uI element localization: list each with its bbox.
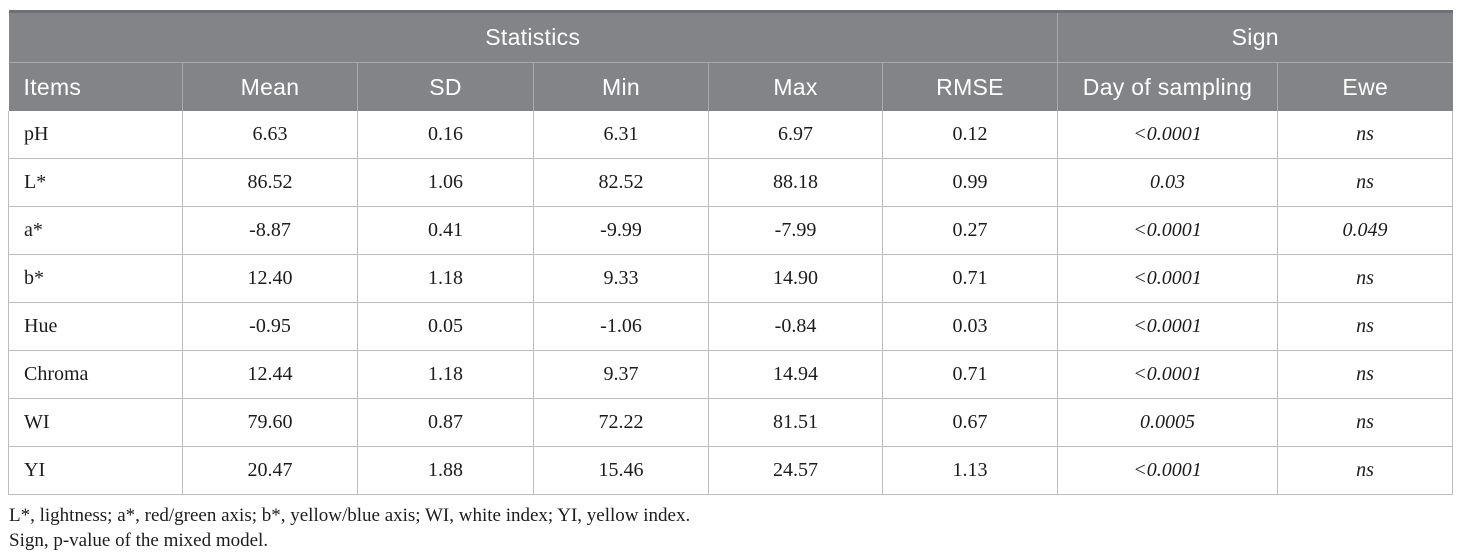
table-row-lstar: L* 86.52 1.06 82.52 88.18 0.99 0.03 ns xyxy=(8,158,1454,207)
cell-mean: 79.60 xyxy=(182,398,358,447)
table-row-hue: Hue -0.95 0.05 -1.06 -0.84 0.03 <0.0001 … xyxy=(8,302,1454,351)
cell-sd: 1.06 xyxy=(357,158,534,207)
item-label: pH xyxy=(8,111,183,159)
cell-max: -7.99 xyxy=(708,206,883,255)
cell-ewe: ns xyxy=(1276,111,1454,159)
cell-rmse: 1.13 xyxy=(882,446,1058,495)
cell-day-of-sampling: 0.0005 xyxy=(1057,398,1278,447)
column-header-row: Items Mean SD Min Max RMSE Day of sampli… xyxy=(8,62,1453,111)
cell-day-of-sampling: <0.0001 xyxy=(1057,254,1278,303)
cell-day-of-sampling: <0.0001 xyxy=(1057,111,1278,159)
cell-max: -0.84 xyxy=(708,302,883,351)
cell-day-of-sampling: <0.0001 xyxy=(1057,350,1278,399)
table-row-wi: WI 79.60 0.87 72.22 81.51 0.67 0.0005 ns xyxy=(8,398,1454,447)
cell-mean: 20.47 xyxy=(182,446,358,495)
cell-max: 6.97 xyxy=(708,111,883,159)
cell-ewe: ns xyxy=(1276,158,1454,207)
cell-rmse: 0.99 xyxy=(882,158,1058,207)
column-header-min: Min xyxy=(533,62,709,111)
cell-min: -1.06 xyxy=(533,302,709,351)
cell-ewe: ns xyxy=(1276,398,1454,447)
cell-day-of-sampling: <0.0001 xyxy=(1057,206,1278,255)
cell-day-of-sampling: <0.0001 xyxy=(1057,446,1278,495)
table-footnotes: L*, lightness; a*, red/green axis; b*, y… xyxy=(9,503,690,553)
footnote-sign-definition: Sign, p-value of the mixed model. xyxy=(9,530,269,551)
item-label: L* xyxy=(8,158,183,207)
cell-day-of-sampling: 0.03 xyxy=(1057,158,1278,207)
column-header-rmse: RMSE xyxy=(882,62,1058,111)
cell-min: 72.22 xyxy=(533,398,709,447)
cell-max: 81.51 xyxy=(708,398,883,447)
cell-min: 6.31 xyxy=(533,111,709,159)
cell-ewe: 0.049 xyxy=(1276,206,1454,255)
item-label: YI xyxy=(8,446,183,495)
table-row-astar: a* -8.87 0.41 -9.99 -7.99 0.27 <0.0001 0… xyxy=(8,206,1454,255)
cell-sd: 1.18 xyxy=(357,254,534,303)
cell-mean: 6.63 xyxy=(182,111,358,159)
column-header-sd: SD xyxy=(357,62,534,111)
cell-rmse: 0.71 xyxy=(882,350,1058,399)
cell-min: 82.52 xyxy=(533,158,709,207)
item-label: a* xyxy=(8,206,183,255)
table-row-bstar: b* 12.40 1.18 9.33 14.90 0.71 <0.0001 ns xyxy=(8,254,1454,303)
item-label: b* xyxy=(8,254,183,303)
cell-ewe: ns xyxy=(1276,254,1454,303)
table-row-chroma: Chroma 12.44 1.18 9.37 14.94 0.71 <0.000… xyxy=(8,350,1454,399)
cell-ewe: ns xyxy=(1276,350,1454,399)
results-table: Statistics Sign Items Mean SD Min Max RM… xyxy=(8,10,1454,495)
cell-max: 14.94 xyxy=(708,350,883,399)
column-header-max: Max xyxy=(708,62,883,111)
cell-sd: 1.88 xyxy=(357,446,534,495)
column-header-items: Items xyxy=(8,62,183,111)
item-label: Chroma xyxy=(8,350,183,399)
item-label: WI xyxy=(8,398,183,447)
cell-mean: -0.95 xyxy=(182,302,358,351)
cell-rmse: 0.71 xyxy=(882,254,1058,303)
cell-min: 15.46 xyxy=(533,446,709,495)
cell-mean: 12.40 xyxy=(182,254,358,303)
cell-mean: -8.87 xyxy=(182,206,358,255)
table-body: pH 6.63 0.16 6.31 6.97 0.12 <0.0001 ns L… xyxy=(8,111,1454,495)
cell-mean: 12.44 xyxy=(182,350,358,399)
cell-max: 24.57 xyxy=(708,446,883,495)
cell-rmse: 0.27 xyxy=(882,206,1058,255)
item-label: Hue xyxy=(8,302,183,351)
cell-min: 9.37 xyxy=(533,350,709,399)
table-row-yi: YI 20.47 1.88 15.46 24.57 1.13 <0.0001 n… xyxy=(8,446,1454,495)
cell-rmse: 0.67 xyxy=(882,398,1058,447)
cell-mean: 86.52 xyxy=(182,158,358,207)
cell-sd: 1.18 xyxy=(357,350,534,399)
cell-ewe: ns xyxy=(1276,302,1454,351)
cell-rmse: 0.03 xyxy=(882,302,1058,351)
cell-min: 9.33 xyxy=(533,254,709,303)
cell-sd: 0.87 xyxy=(357,398,534,447)
cell-day-of-sampling: <0.0001 xyxy=(1057,302,1278,351)
cell-max: 14.90 xyxy=(708,254,883,303)
group-header-sign: Sign xyxy=(1057,10,1453,63)
footnote-abbreviations: L*, lightness; a*, red/green axis; b*, y… xyxy=(9,505,691,526)
cell-sd: 0.05 xyxy=(357,302,534,351)
table-header: Statistics Sign Items Mean SD Min Max RM… xyxy=(8,10,1453,111)
cell-sd: 0.41 xyxy=(357,206,534,255)
group-header-statistics: Statistics xyxy=(8,10,1058,63)
column-header-day-of-sampling: Day of sampling xyxy=(1057,62,1278,111)
cell-rmse: 0.12 xyxy=(882,111,1058,159)
cell-sd: 0.16 xyxy=(357,111,534,159)
cell-ewe: ns xyxy=(1276,446,1454,495)
table-row-ph: pH 6.63 0.16 6.31 6.97 0.12 <0.0001 ns xyxy=(8,111,1454,159)
cell-min: -9.99 xyxy=(533,206,709,255)
column-header-ewe: Ewe xyxy=(1277,62,1453,111)
column-header-mean: Mean xyxy=(182,62,358,111)
cell-max: 88.18 xyxy=(708,158,883,207)
group-header-row: Statistics Sign xyxy=(8,10,1453,63)
